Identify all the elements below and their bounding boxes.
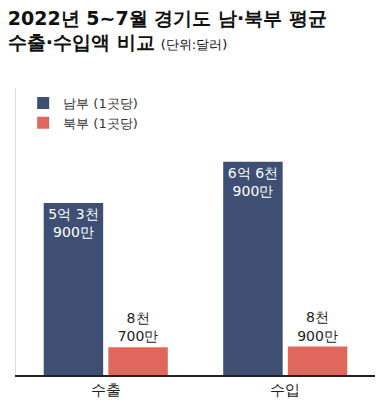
svg-text:2022년 5~7월 경기도 남·북부 평균수출·수입액 비: 2022년 5~7월 경기도 남·북부 평균수출·수입액 비교 (단위:달러) bbox=[8, 7, 327, 54]
svg-text:수입: 수입 bbox=[270, 381, 300, 399]
svg-text:6억 6천900만: 6억 6천900만 bbox=[228, 165, 278, 199]
svg-text:5억 3천900만: 5억 3천900만 bbox=[48, 206, 98, 240]
svg-text:남부 (1곳당): 남부 (1곳당) bbox=[63, 96, 138, 111]
svg-text:북부 (1곳당): 북부 (1곳당) bbox=[63, 116, 138, 131]
svg-text:수출: 수출 bbox=[91, 381, 121, 399]
svg-text:8천900만: 8천900만 bbox=[297, 309, 338, 343]
svg-text:8천700만: 8천700만 bbox=[118, 310, 159, 344]
